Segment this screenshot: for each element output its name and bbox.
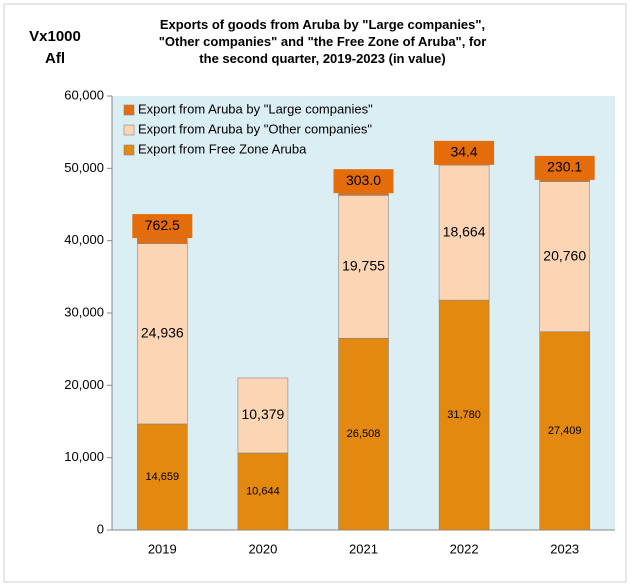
y-tick-label: 30,000 <box>64 304 104 319</box>
value-label: 20,760 <box>543 247 586 263</box>
value-label: 31,780 <box>447 409 481 421</box>
bar-segment <box>438 164 490 301</box>
x-tick-label: 2021 <box>349 541 378 556</box>
value-label: 14,659 <box>145 471 179 483</box>
legend-swatch <box>123 104 135 116</box>
value-label: 10,379 <box>241 406 284 422</box>
bar-segment <box>539 179 591 182</box>
y-tick-label: 20,000 <box>64 377 104 392</box>
bar-segment <box>539 331 591 531</box>
y-axis-label: Vx1000 Afl <box>29 28 81 67</box>
bar-segment <box>438 299 490 531</box>
x-tick-label: 2022 <box>450 541 479 556</box>
bar-segment <box>338 195 389 339</box>
value-label: 27,409 <box>548 425 582 437</box>
y-tick-label: 0 <box>97 521 104 536</box>
value-label-box <box>434 140 495 165</box>
y-tick-label: 10,000 <box>64 449 104 464</box>
bar-segment <box>137 237 188 244</box>
y-tick-label: 60,000 <box>64 87 104 102</box>
value-label: 762.5 <box>145 217 180 233</box>
value-label: 230.1 <box>547 159 582 175</box>
bar-segment <box>137 243 188 425</box>
legend-label: Export from Aruba by "Large companies" <box>138 101 373 116</box>
frame <box>3 3 627 583</box>
value-label: 10,644 <box>246 485 280 497</box>
bar-segment <box>338 192 389 196</box>
x-tick-label: 2020 <box>248 541 277 556</box>
x-tick-label: 2019 <box>148 541 177 556</box>
value-label: 26,508 <box>347 428 381 440</box>
bar-segment <box>237 377 289 454</box>
legend-label: Export from Aruba by "Other companies" <box>138 121 372 136</box>
chart-title: Exports of goods from Aruba by "Large co… <box>158 17 487 66</box>
value-label-box <box>333 169 394 194</box>
value-label: 24,936 <box>141 324 184 340</box>
value-label-box <box>132 214 193 239</box>
legend-swatch <box>123 144 135 156</box>
legend-swatch <box>123 124 135 136</box>
value-label: 18,664 <box>443 223 486 239</box>
x-tick-label: 2023 <box>550 541 579 556</box>
value-label-box <box>534 155 595 180</box>
y-tick-label: 40,000 <box>64 232 104 247</box>
bar-segment <box>338 337 389 531</box>
value-label: 19,755 <box>342 258 385 274</box>
value-label: 34.4 <box>450 144 477 160</box>
y-tick-label: 50,000 <box>64 160 104 175</box>
bar-segment <box>137 423 188 531</box>
value-label: 303.0 <box>346 172 381 188</box>
legend-label: Export from Free Zone Aruba <box>138 141 307 156</box>
bar-segment <box>539 181 591 333</box>
